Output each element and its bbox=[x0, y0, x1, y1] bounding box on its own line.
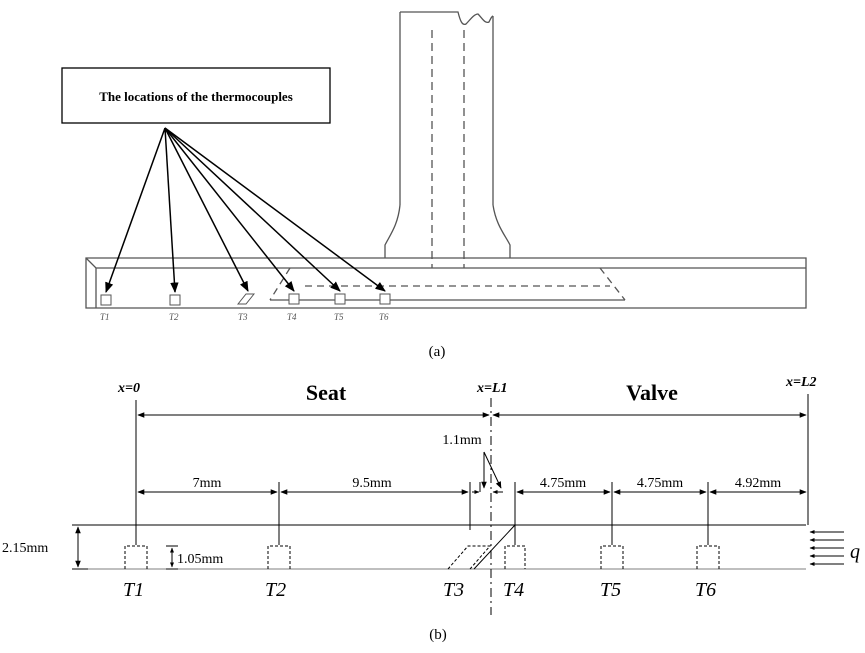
callout-label: The locations of the thermocouples bbox=[99, 89, 293, 104]
figure-b: x=0 x=L1 x=L2 Seat Valve bbox=[2, 375, 860, 643]
tc-label-b-2: T2 bbox=[265, 579, 286, 601]
heat-flux-arrows bbox=[809, 530, 844, 566]
tc-label-b-4: T4 bbox=[503, 579, 524, 601]
dimension-arrows bbox=[137, 451, 807, 495]
heat-flux-label: q bbox=[850, 541, 860, 563]
tc-guides bbox=[278, 482, 709, 545]
caption-b: (b) bbox=[429, 627, 447, 643]
tc-label-a-2: T2 bbox=[169, 312, 179, 322]
caption-a: (a) bbox=[429, 344, 446, 360]
x0-label: x=0 bbox=[117, 381, 140, 396]
dim-t4-t5: 4.75mm bbox=[540, 476, 586, 491]
tc-label-b-6: T6 bbox=[695, 579, 716, 601]
seat-heading: Seat bbox=[306, 380, 347, 405]
seat-block bbox=[85, 257, 807, 309]
xL2-label: x=L2 bbox=[785, 375, 817, 390]
valve-heading: Valve bbox=[626, 380, 678, 405]
dim-depth: 1.05mm bbox=[177, 552, 223, 567]
figure-a: T1 T2 T3 T4 T5 T6 The locations of the t… bbox=[61, 11, 807, 360]
tc-label-b-3: T3 bbox=[443, 579, 464, 601]
tc-label-a-3: T3 bbox=[238, 312, 248, 322]
tc-label-a-5: T5 bbox=[334, 312, 344, 322]
callout-box bbox=[61, 67, 331, 124]
tc-label-a-4: T4 bbox=[287, 312, 297, 322]
xL1-label: x=L1 bbox=[476, 381, 508, 396]
dim-gap: 1.1mm bbox=[442, 433, 481, 448]
tc-label-a-1: T1 bbox=[100, 312, 110, 322]
tc-label-b-1: T1 bbox=[123, 579, 144, 601]
dim-t1-t2: 7mm bbox=[193, 476, 222, 491]
dim-t5-t6: 4.75mm bbox=[637, 476, 683, 491]
thickness-dim bbox=[72, 524, 88, 570]
dim-t6-end: 4.92mm bbox=[735, 476, 781, 491]
plate-body bbox=[88, 524, 806, 570]
dim-thickness: 2.15mm bbox=[2, 541, 48, 556]
tc-label-b-5: T5 bbox=[600, 579, 621, 601]
tc-label-a-6: T6 bbox=[379, 312, 389, 322]
tc-holes bbox=[100, 293, 391, 306]
dim-t2-t3: 9.5mm bbox=[352, 476, 391, 491]
depth-dim bbox=[166, 545, 178, 570]
valve-stem bbox=[384, 11, 511, 268]
callout-arrows bbox=[105, 127, 386, 294]
